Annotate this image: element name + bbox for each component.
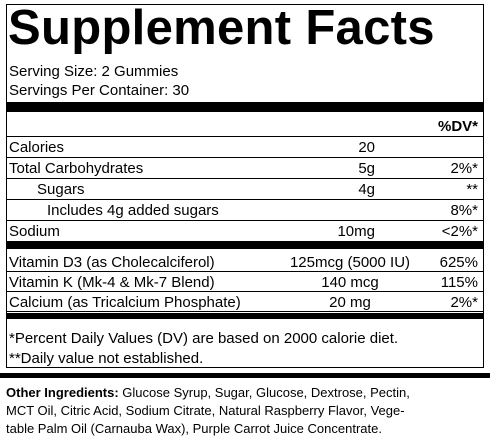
footnote: **Daily value not established. [9, 350, 204, 367]
daily-value: 625% [439, 254, 478, 271]
nutrient-name: Total Carbohydrates [9, 160, 144, 177]
nutrient-name: Calcium (as Tricalcium Phosphate) [9, 294, 241, 311]
other-ingredients-label: Other Ingredients: [6, 385, 119, 400]
thick-rule [0, 373, 490, 378]
table-row: Vitamin K (Mk-4 & Mk-7 Blend) 140 mcg 115% [7, 272, 483, 292]
amount: 140 mcg [321, 274, 379, 291]
nutrient-name: Sodium [9, 223, 60, 240]
table-row: Total Carbohydrates 5g 2%* [7, 158, 483, 179]
nutrient-name: Vitamin D3 (as Cholecalciferol) [9, 254, 215, 271]
label-border [6, 4, 484, 368]
servings-per-container: Servings Per Container: 30 [9, 82, 190, 99]
ingredients-text: MCT Oil, Citric Acid, Sodium Citrate, Na… [6, 403, 405, 418]
thick-rule [7, 313, 483, 319]
amount: 4g [358, 181, 375, 198]
daily-value: ** [466, 181, 478, 198]
ingredients-text: table Palm Oil (Carnauba Wax), Purple Ca… [6, 421, 382, 436]
nutrient-name: Includes 4g added sugars [47, 202, 219, 219]
table-row: Calories 20 [7, 137, 483, 158]
daily-value: 2%* [450, 294, 478, 311]
ingredients-text: Glucose Syrup, Sugar, Glucose, Dextrose,… [118, 385, 410, 400]
daily-value: <2%* [441, 223, 478, 240]
table-row: Sugars 4g ** [7, 179, 483, 200]
nutrient-name: Calories [9, 139, 65, 156]
daily-value: 115% [440, 274, 478, 291]
amount: 20 mg [329, 294, 371, 311]
nutrient-name: Sugars [37, 181, 85, 198]
table-row: Includes 4g added sugars 8%* [7, 200, 483, 221]
thick-rule [7, 102, 483, 112]
other-ingredients-line: Other Ingredients: Glucose Syrup, Sugar,… [6, 385, 410, 400]
footnote: *Percent Daily Values (DV) are based on … [9, 330, 399, 347]
daily-value: 2%* [450, 160, 478, 177]
dv-header: %DV* [437, 118, 478, 135]
serving-size: Serving Size: 2 Gummies [9, 63, 179, 80]
dv-header-row: %DV* [7, 116, 483, 137]
amount: 20 [358, 139, 375, 156]
title: Supplement Facts [8, 1, 435, 55]
table-row: Sodium 10mg <2%* [7, 221, 483, 242]
table-row: Calcium (as Tricalcium Phosphate) 20 mg 2%… [7, 292, 483, 312]
amount: 5g [358, 160, 375, 177]
nutrient-name: Vitamin K (Mk-4 & Mk-7 Blend) [9, 274, 215, 291]
thick-rule [7, 242, 483, 249]
daily-value: 8%* [450, 202, 478, 219]
amount: 125mcg (5000 IU) [289, 254, 411, 271]
table-row: Vitamin D3 (as Cholecalciferol) 125mcg (5… [7, 252, 483, 272]
amount: 10mg [337, 223, 375, 240]
